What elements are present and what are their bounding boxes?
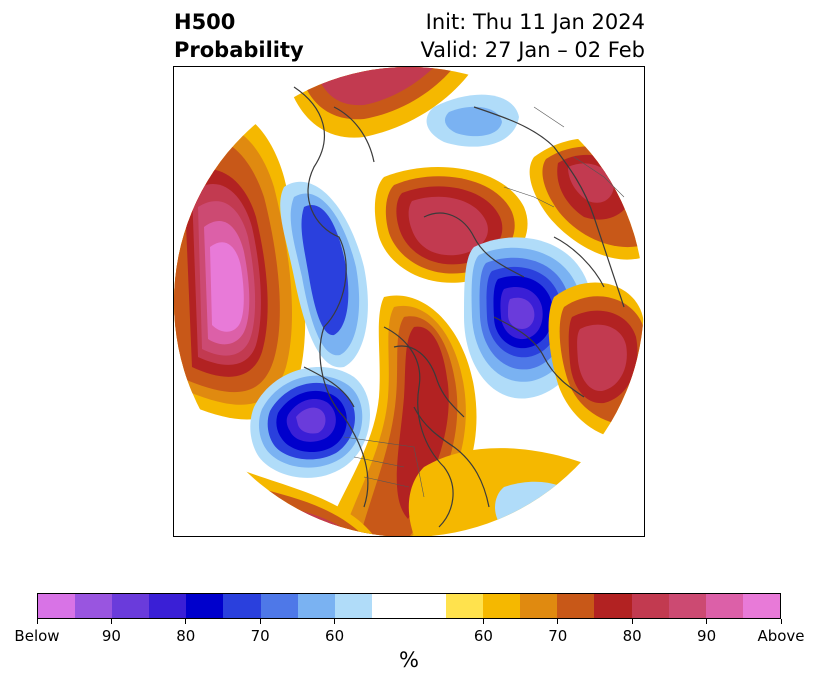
colorbar-segment — [594, 594, 632, 618]
western-north-america-below — [250, 367, 371, 478]
north-atlantic-above — [548, 282, 644, 440]
coastlines — [293, 86, 625, 528]
colorbar-tick-mark — [185, 619, 187, 624]
colorbar-tick-mark — [780, 619, 782, 624]
colorbar-tick-label: Above — [757, 627, 805, 645]
colorbar-segment — [334, 594, 372, 618]
colorbar-segment — [631, 594, 669, 618]
colorbar-segment — [38, 594, 76, 618]
colorbar-tick-mark — [557, 619, 559, 624]
pacific-above-anomaly — [174, 106, 306, 420]
colorbar-segment — [483, 594, 521, 618]
colorbar-tick-mark — [334, 619, 336, 624]
colorbar-tick-label: 80 — [622, 627, 642, 645]
colorbar-segment — [149, 594, 187, 618]
colorbar-segment — [186, 594, 224, 618]
colorbar-tick-label: 60 — [473, 627, 493, 645]
anomaly-field — [174, 67, 644, 536]
colorbar-tick-label: 70 — [250, 627, 270, 645]
colorbar-segment — [75, 594, 113, 618]
colorbar-tick-label: 60 — [325, 627, 345, 645]
title-line-1: H500 — [174, 10, 236, 34]
colorbar-segment — [705, 594, 743, 618]
colorbar-segment — [742, 594, 780, 618]
colorbar-segment — [223, 594, 261, 618]
colorbar-tick-label: 80 — [176, 627, 196, 645]
valid-dates: Valid: 27 Jan – 02 Feb — [420, 38, 645, 62]
colorbar-segment — [297, 594, 335, 618]
colorbar-segment — [371, 594, 409, 618]
colorbar-tick-mark — [36, 619, 38, 624]
colorbar-segment — [408, 594, 447, 618]
colorbar-segment — [557, 594, 595, 618]
colorbar-tick-mark — [706, 619, 708, 624]
colorbar-tick-label: 90 — [697, 627, 717, 645]
colorbar-tick-label: 90 — [101, 627, 121, 645]
probability-map — [173, 66, 645, 537]
colorbar-segment — [668, 594, 706, 618]
western-canada-below — [280, 181, 368, 368]
chart-title: H500 Probability — [174, 8, 304, 64]
colorbar-segment — [446, 594, 484, 618]
colorbar-tick-mark — [259, 619, 261, 624]
title-line-2: Probability — [174, 38, 304, 62]
colorbar-segment — [260, 594, 298, 618]
borders — [343, 106, 625, 498]
colorbar-tick-mark — [110, 619, 112, 624]
map-canvas — [174, 67, 644, 536]
colorbar — [37, 593, 781, 619]
date-info: Init: Thu 11 Jan 2024 Valid: 27 Jan – 02… — [420, 8, 645, 64]
colorbar-segment — [520, 594, 558, 618]
arctic-above-band — [284, 67, 474, 138]
colorbar-unit-label: % — [399, 648, 419, 672]
colorbar-tick-label: 70 — [548, 627, 568, 645]
colorbar-tick-label: Below — [14, 627, 60, 645]
colorbar-tick-mark — [482, 619, 484, 624]
colorbar-tick-mark — [631, 619, 633, 624]
colorbar-segment — [112, 594, 150, 618]
init-date: Init: Thu 11 Jan 2024 — [425, 10, 645, 34]
